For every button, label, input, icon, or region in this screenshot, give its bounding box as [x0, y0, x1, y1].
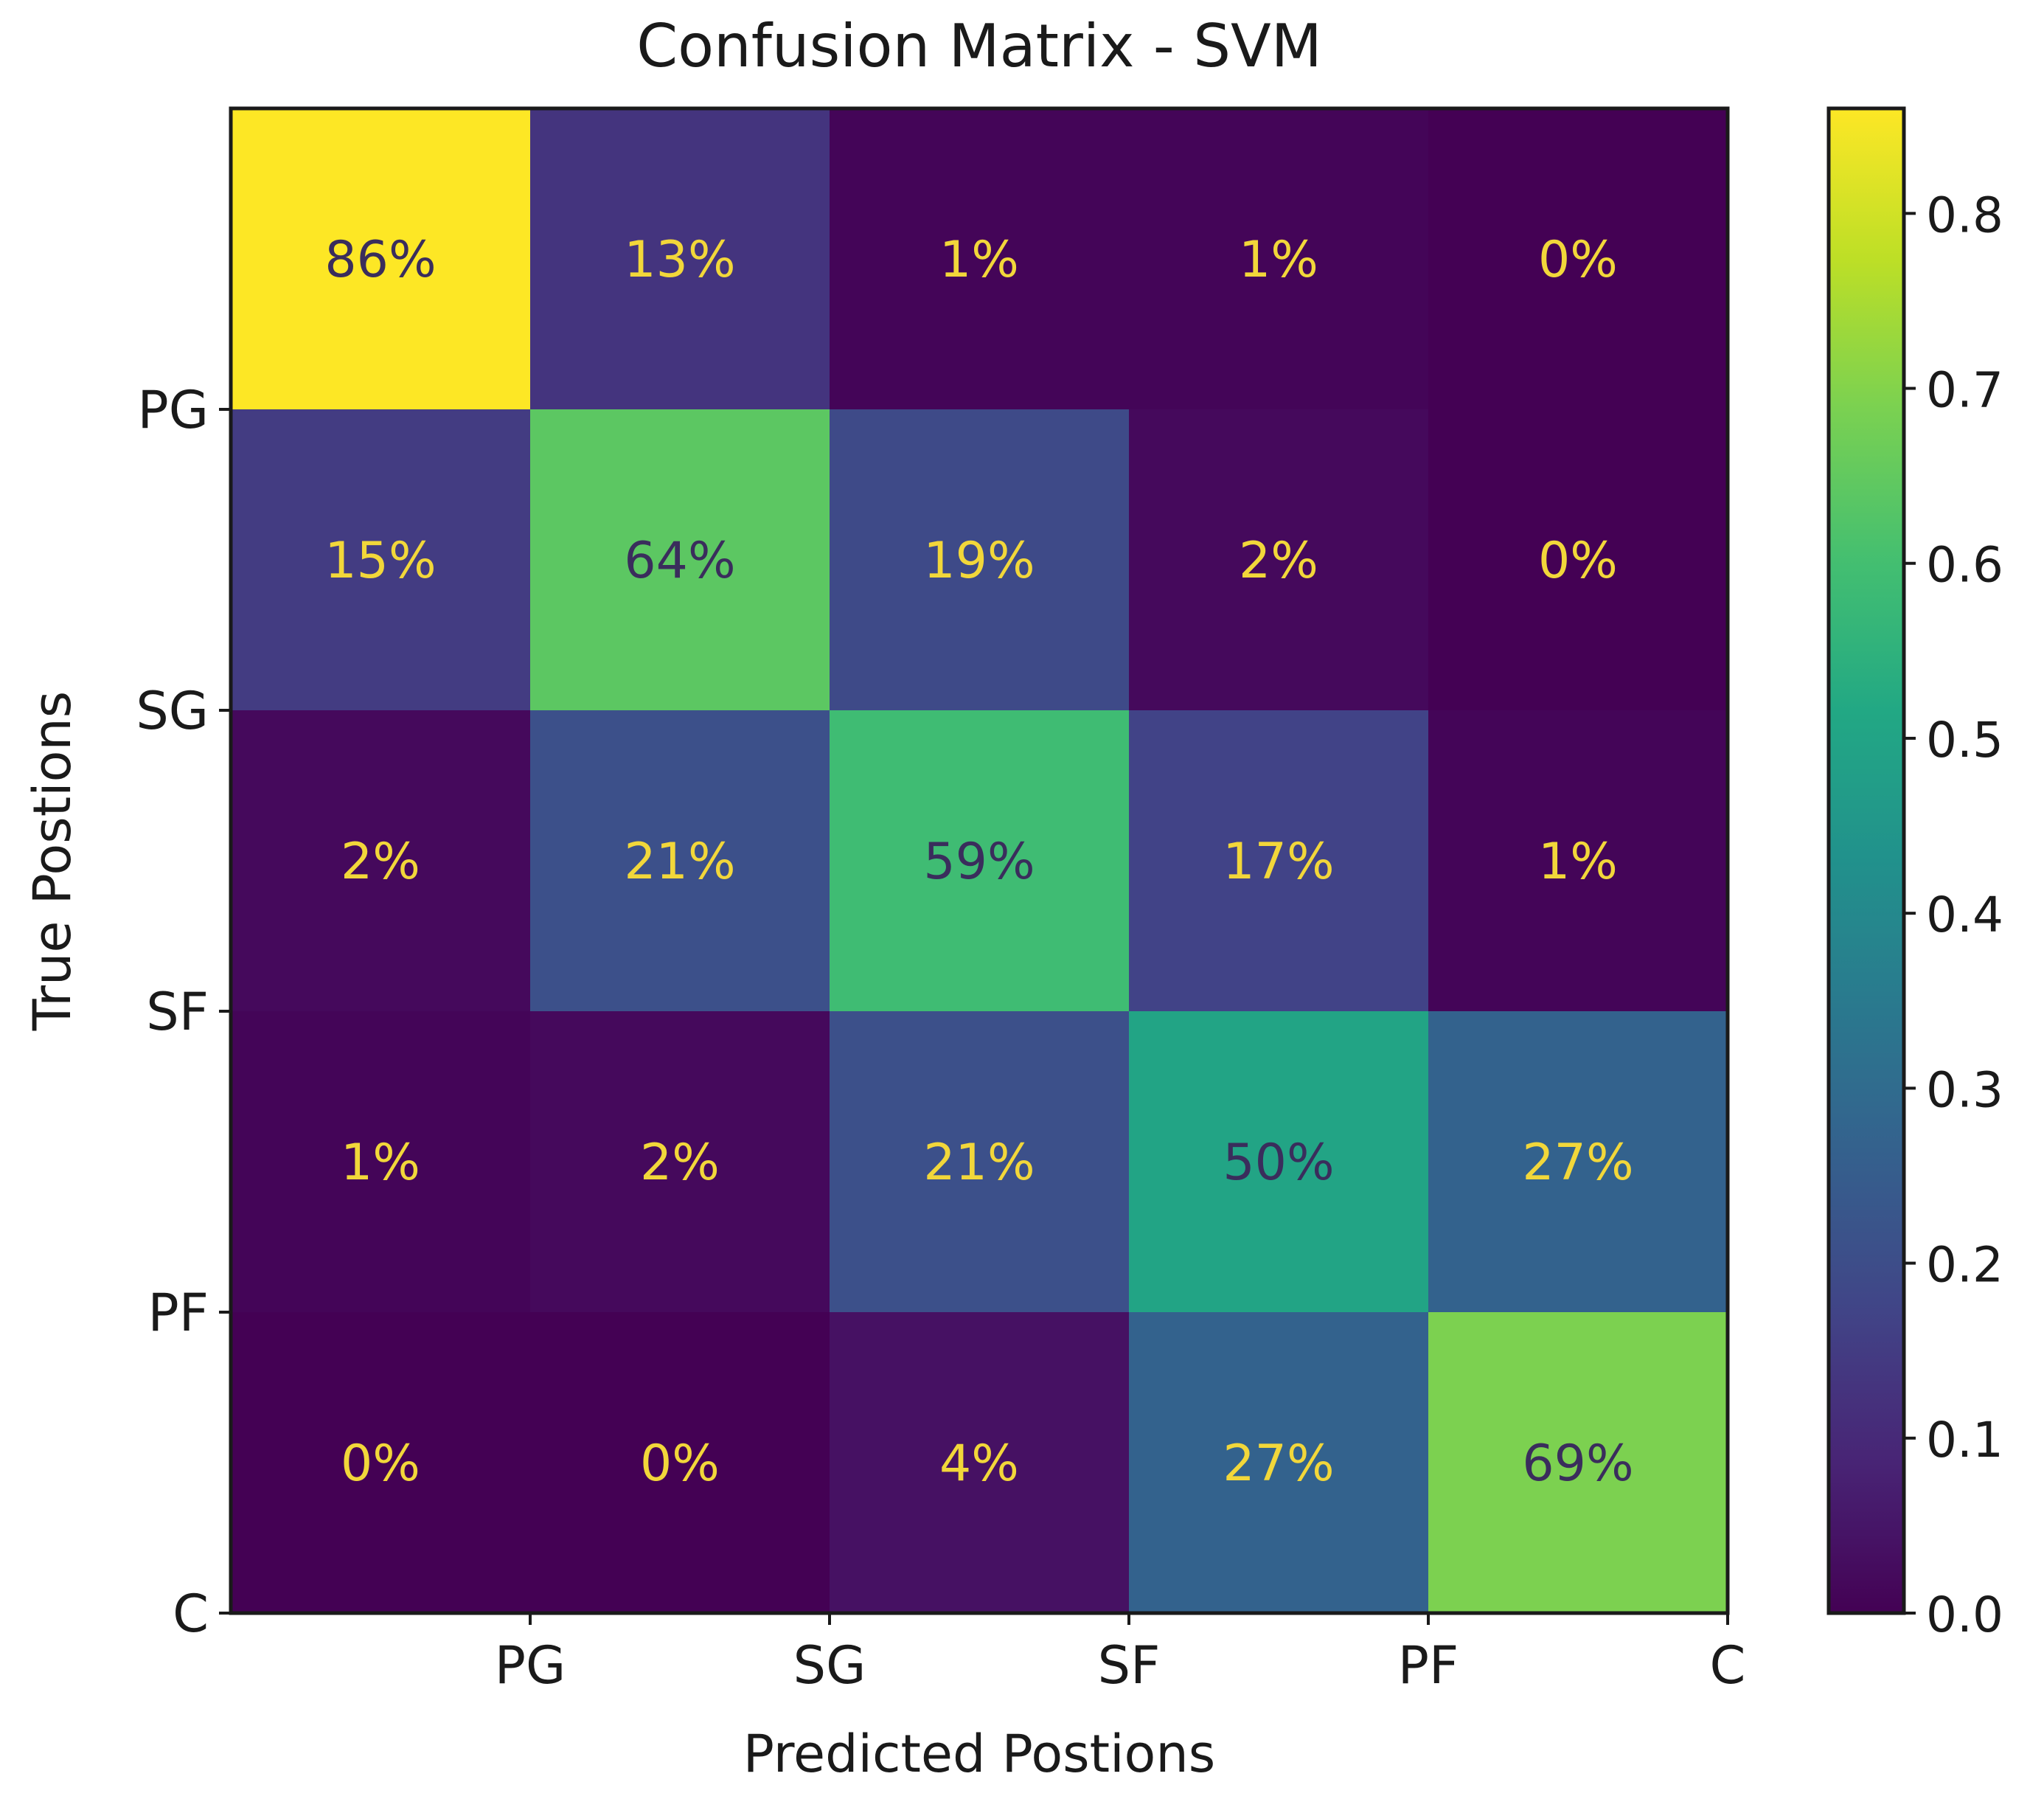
heatmap-cell	[1428, 1312, 1728, 1614]
colorbar-tick-label: 0.0	[1926, 1587, 2003, 1643]
x-tick-label: PF	[1398, 1635, 1459, 1696]
heatmap-cell	[530, 710, 830, 1012]
heatmap-cell	[231, 1011, 531, 1313]
cell-annotation: 1%	[341, 1134, 420, 1192]
cell-annotation: 27%	[1522, 1134, 1633, 1192]
cell-annotation: 0%	[341, 1435, 420, 1493]
heatmap-cell	[231, 409, 531, 711]
cell-annotation: 0%	[1538, 532, 1618, 590]
cell-annotations: 86% 13% 1% 1% 0% 15% 64% 19% 2% 0% 2% 21% 59% 17% 1% 1%…	[324, 231, 1633, 1493]
cell-annotation: 59%	[923, 833, 1035, 891]
colorbar-tick-label: 0.1	[1926, 1412, 2003, 1469]
cell-annotation: 19%	[923, 532, 1035, 590]
cell-annotation: 1%	[1538, 833, 1618, 891]
heatmap-cell	[231, 710, 531, 1012]
cell-annotation: 21%	[923, 1134, 1035, 1192]
heatmap-cell	[1428, 409, 1728, 711]
y-tick-label: PF	[148, 1283, 209, 1343]
cell-annotation: 69%	[1522, 1435, 1633, 1493]
heatmap-cell	[530, 1011, 830, 1313]
heatmap-cell	[830, 108, 1130, 410]
chart-title: Confusion Matrix - SVM	[636, 12, 1322, 80]
x-tick-label: SF	[1098, 1635, 1161, 1696]
cell-annotation: 4%	[939, 1435, 1019, 1493]
cell-annotation: 1%	[939, 231, 1019, 289]
cell-annotation: 0%	[640, 1435, 720, 1493]
colorbar-tick-label: 0.8	[1926, 187, 2003, 243]
heatmap-cell	[1428, 1011, 1728, 1313]
colorbar-tick-label: 0.5	[1926, 712, 2003, 769]
colorbar	[1826, 106, 1906, 1615]
x-tick-label: C	[1710, 1635, 1746, 1696]
heatmap-cell	[1129, 710, 1429, 1012]
heatmap-cell	[830, 1011, 1130, 1313]
heatmap-cell	[1428, 108, 1728, 410]
cell-annotation: 64%	[624, 532, 735, 590]
heatmap-cells	[231, 108, 1728, 1614]
cell-annotation: 86%	[324, 231, 436, 289]
heatmap-cell	[530, 1312, 830, 1614]
heatmap-cell	[830, 1312, 1130, 1614]
y-tick-label: SG	[136, 681, 209, 741]
cell-annotation: 2%	[1239, 532, 1318, 590]
heatmap-cell	[1129, 1312, 1429, 1614]
heatmap-cell	[231, 108, 531, 410]
colorbar-tick-label: 0.7	[1926, 362, 2003, 419]
heatmap-cell	[1428, 710, 1728, 1012]
x-axis-label: Predicted Postions	[743, 1724, 1215, 1784]
cell-annotation: 0%	[1538, 231, 1618, 289]
heatmap-cell	[231, 1312, 531, 1614]
heatmap-cell	[830, 710, 1130, 1012]
heatmap-cell	[1129, 409, 1429, 711]
y-tick-label: SF	[146, 982, 209, 1042]
heatmap-cell	[830, 409, 1130, 711]
cell-annotation: 27%	[1223, 1435, 1334, 1493]
x-axis-ticks: PG SG SF PF C	[495, 1613, 1746, 1696]
y-tick-label: C	[173, 1584, 209, 1644]
cell-annotation: 1%	[1239, 231, 1318, 289]
cell-annotation: 13%	[624, 231, 735, 289]
colorbar-tick-label: 0.4	[1926, 887, 2003, 943]
colorbar-tick-label: 0.2	[1926, 1237, 2003, 1294]
heatmap-cell	[1129, 108, 1429, 410]
cell-annotation: 50%	[1223, 1134, 1334, 1192]
y-tick-label: PG	[138, 380, 209, 440]
cell-annotation: 15%	[324, 532, 436, 590]
cell-annotation: 2%	[640, 1134, 720, 1192]
colorbar-tick-label: 0.6	[1926, 537, 2003, 594]
heatmap-cell	[1129, 1011, 1429, 1313]
cell-annotation: 21%	[624, 833, 735, 891]
heatmap-cell	[530, 108, 830, 410]
colorbar-tick-label: 0.3	[1926, 1061, 2003, 1118]
y-axis-label: True Postions	[22, 691, 83, 1032]
x-tick-label: PG	[495, 1635, 566, 1696]
plot-frame	[229, 106, 1730, 1615]
colorbar-ticks: 0.0 0.1 0.2 0.3 0.4 0.5 0.6 0.7 0.8	[1904, 187, 2003, 1643]
cell-annotation: 17%	[1223, 833, 1334, 891]
y-axis-ticks: PG SG SF PF C	[136, 380, 231, 1644]
heatmap-cell	[530, 409, 830, 711]
cell-annotation: 2%	[341, 833, 420, 891]
x-tick-label: SG	[793, 1635, 866, 1696]
